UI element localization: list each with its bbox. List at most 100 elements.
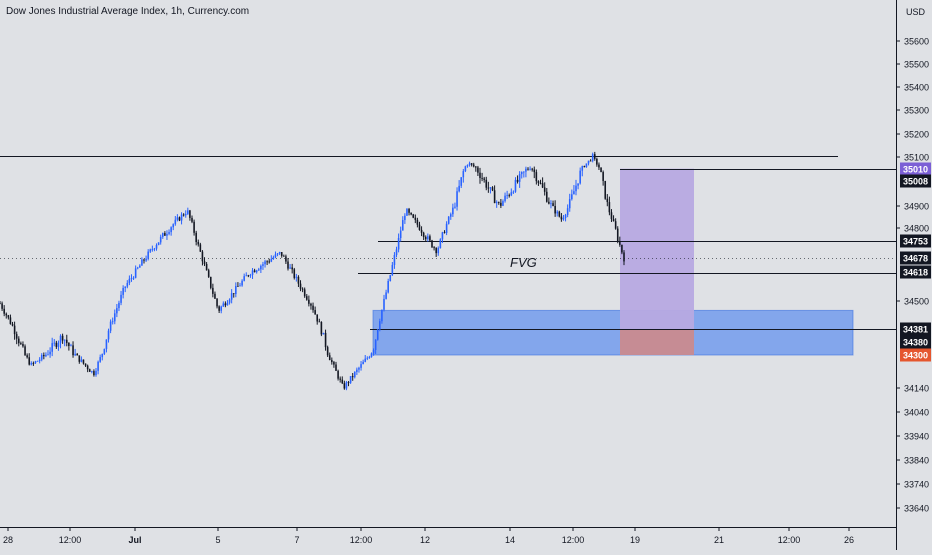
candle-body: [510, 192, 513, 196]
candle-body: [351, 376, 354, 378]
candle-body: [356, 369, 358, 372]
candle-body: [147, 251, 149, 259]
price-tick-label: 34900: [904, 202, 929, 212]
candle-body: [40, 355, 43, 360]
candle-body: [45, 354, 47, 357]
candle-body: [489, 187, 492, 189]
candle-body: [485, 179, 488, 188]
time-tick-label: 12:00: [562, 535, 585, 545]
candle-body: [187, 210, 189, 214]
candle-body: [585, 163, 588, 168]
candle-body: [285, 256, 287, 262]
candle-body: [301, 288, 304, 290]
candle-body: [506, 195, 508, 196]
candle-body: [118, 302, 120, 309]
candle-body: [483, 178, 485, 180]
candle-body: [61, 335, 64, 341]
candle-body: [358, 367, 360, 370]
candle-body: [3, 308, 5, 314]
candle-body: [381, 309, 383, 322]
candle-body: [212, 287, 214, 294]
candle-body: [577, 183, 579, 186]
price-tick-label: 35100: [904, 153, 929, 163]
candle-body: [122, 287, 124, 295]
candle-body: [78, 355, 81, 362]
candle-body: [481, 177, 483, 179]
candle-body: [149, 249, 152, 252]
time-tick-label: Jul: [128, 535, 141, 545]
candle-body: [537, 181, 540, 183]
candle-body: [255, 270, 258, 273]
candle-body: [418, 224, 421, 230]
candle-body: [103, 348, 106, 354]
candle-body: [343, 383, 346, 389]
candle-body: [441, 232, 444, 240]
candle-body: [107, 330, 110, 340]
candle-body: [305, 296, 308, 300]
candle-body: [168, 232, 170, 234]
candle-body: [184, 213, 187, 216]
candle-body: [443, 232, 446, 234]
candle-body: [431, 240, 433, 248]
candle-body: [51, 343, 53, 352]
candle-body: [297, 276, 300, 284]
candle-body: [349, 376, 352, 383]
candle-body: [151, 249, 154, 251]
candle-body: [341, 379, 344, 384]
candle-body: [491, 187, 494, 191]
candle-body: [616, 228, 619, 242]
candle-body: [180, 214, 183, 221]
target-zone: [620, 168, 694, 329]
candle-body: [266, 261, 268, 263]
candle-body: [170, 227, 172, 233]
candle-body: [214, 293, 216, 299]
price-tick-label: 35400: [904, 83, 929, 93]
time-tick-label: 12: [420, 535, 430, 545]
price-label-badge: [900, 265, 931, 279]
candle-body: [36, 360, 39, 362]
price-axis[interactable]: 35600 35500 35400 35300 35200 35100 34900 34800…: [896, 37, 929, 514]
candle-body: [161, 233, 164, 237]
candle-body: [554, 206, 556, 214]
candle-body: [55, 342, 58, 347]
candle-body: [366, 357, 369, 359]
price-tick-label: 34500: [904, 297, 929, 307]
candle-body: [295, 276, 298, 278]
candle-body: [99, 357, 101, 362]
candle-body: [93, 371, 95, 376]
candle-body: [287, 261, 289, 269]
candle-body: [178, 217, 181, 221]
candle-body: [88, 369, 91, 372]
price-label-text: 34618: [903, 268, 928, 278]
candle-body: [529, 168, 531, 170]
candle-body: [447, 216, 450, 224]
candle-body: [207, 270, 210, 277]
candle-body: [28, 357, 31, 365]
candle-body: [155, 244, 158, 249]
candle-body: [598, 164, 600, 168]
candle-body: [111, 321, 114, 323]
candle-body: [205, 264, 208, 271]
candle-body: [383, 298, 385, 310]
zones-layer: [372, 168, 854, 356]
candle-body: [262, 264, 264, 266]
candle-body: [518, 174, 521, 182]
time-tick-label: 12:00: [59, 535, 82, 545]
candle-body: [193, 221, 195, 233]
candle-body: [364, 358, 367, 362]
candle-body: [116, 308, 118, 314]
candle-body: [571, 194, 573, 200]
candle-body: [389, 275, 392, 281]
time-axis[interactable]: 28 12:00 Jul 5 7 12:00 12 14 12:00 19 21 12:00 26: [3, 527, 854, 545]
price-label-badge: [900, 322, 931, 336]
candle-body: [602, 172, 604, 181]
candle-body: [13, 325, 16, 335]
candle-body: [141, 259, 143, 266]
price-tick-label: 34140: [904, 384, 929, 394]
candle-body: [72, 345, 74, 356]
candle-body: [128, 278, 131, 283]
candle-body: [320, 322, 323, 335]
candle-body: [420, 229, 423, 233]
candle-body: [600, 167, 602, 173]
